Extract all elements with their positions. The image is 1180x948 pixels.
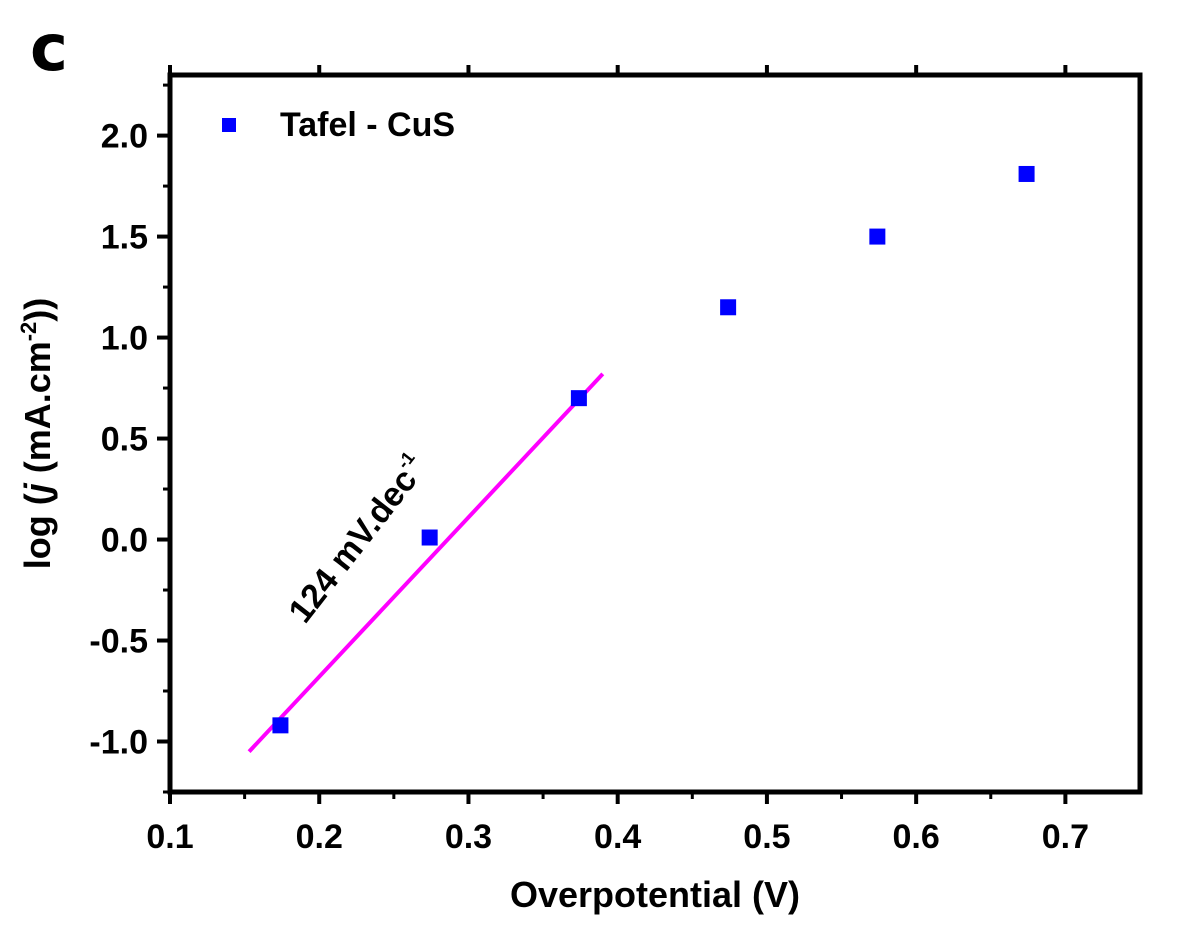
x-tick-label: 0.4	[594, 818, 641, 856]
legend-marker-square	[222, 118, 236, 132]
x-axis-title: Overpotential (V)	[510, 874, 800, 915]
y-axis-title-prefix: log (	[17, 493, 58, 569]
plot-frame	[167, 72, 1143, 795]
x-tick-label: 0.5	[743, 818, 790, 856]
y-tick-label: 0.5	[101, 421, 148, 459]
tafel-slope-annotation: 124 mV.dec-1	[280, 448, 435, 630]
x-axis-tick-labels: 0.1 0.2 0.3 0.4 0.5 0.6 0.7	[146, 818, 1089, 856]
data-point	[421, 529, 438, 546]
x-tick-label: 0.1	[146, 818, 193, 856]
y-tick-label: 0.0	[101, 522, 148, 560]
y-tick-label: 1.5	[101, 219, 148, 257]
data-point	[570, 390, 587, 407]
legend: Tafel - CuS	[222, 106, 455, 144]
y-tick-label: -0.5	[89, 623, 148, 661]
panel-label: c	[30, 12, 68, 86]
y-axis-tick-labels: -1.0 -0.5 0.0 0.5 1.0 1.5 2.0	[89, 118, 148, 762]
tafel-slope-value: 124 mV.dec	[281, 462, 424, 630]
y-axis-title-italic: j	[17, 482, 58, 497]
y-axis-title: log (j (mA.cm-2))	[16, 298, 58, 570]
data-point	[869, 228, 886, 245]
data-point	[720, 299, 737, 316]
legend-label: Tafel - CuS	[280, 106, 455, 144]
data-point	[1018, 165, 1035, 182]
y-axis-title-superscript: -2	[16, 322, 41, 342]
x-tick-label: 0.7	[1042, 818, 1089, 856]
y-tick-label: 1.0	[101, 320, 148, 358]
x-axis-ticks	[168, 65, 1068, 804]
y-axis-title-units: (mA.cm	[17, 341, 58, 483]
y-axis-title-suffix: ))	[17, 298, 58, 322]
series-tafel-cus-points	[272, 165, 1035, 734]
y-tick-label: -1.0	[89, 724, 148, 762]
x-tick-label: 0.2	[296, 818, 343, 856]
x-tick-label: 0.3	[445, 818, 492, 856]
y-axis-ticks	[157, 83, 170, 794]
data-point	[272, 717, 289, 734]
x-tick-label: 0.6	[893, 818, 940, 856]
tafel-fit-line	[247, 372, 605, 753]
y-tick-label: 2.0	[101, 118, 148, 156]
